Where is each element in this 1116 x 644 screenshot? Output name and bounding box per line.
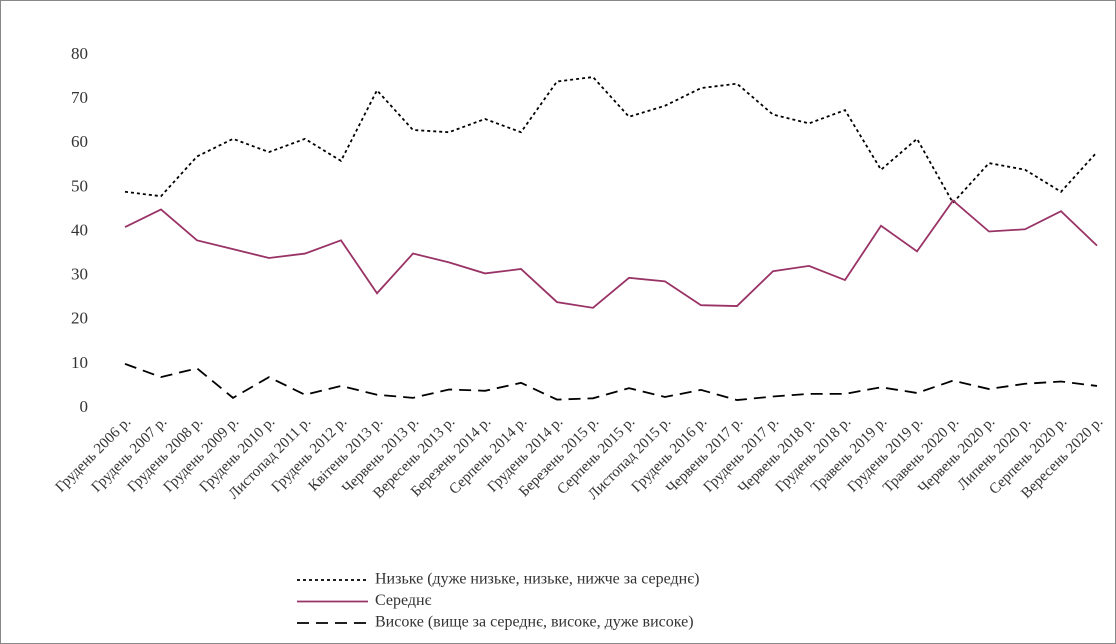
legend-label: Низьке (дуже низьке, низьке, нижче за се… <box>375 571 699 588</box>
y-tick-label: 30 <box>71 265 88 284</box>
legend-label: Середнє <box>375 592 432 609</box>
line-series <box>124 199 1098 309</box>
legend-label: Високе (вище за середнє, високе, дуже ви… <box>375 614 694 631</box>
y-tick-label: 20 <box>71 309 88 328</box>
y-tick-label: 50 <box>71 176 88 195</box>
y-tick-label: 0 <box>80 397 89 416</box>
y-tick-label: 40 <box>71 220 88 239</box>
line-series <box>124 363 1098 401</box>
y-tick-label: 60 <box>71 132 88 151</box>
y-tick-label: 70 <box>71 88 88 107</box>
line-series <box>124 76 1098 205</box>
y-tick-label: 80 <box>71 44 88 63</box>
y-tick-label: 10 <box>71 353 88 372</box>
